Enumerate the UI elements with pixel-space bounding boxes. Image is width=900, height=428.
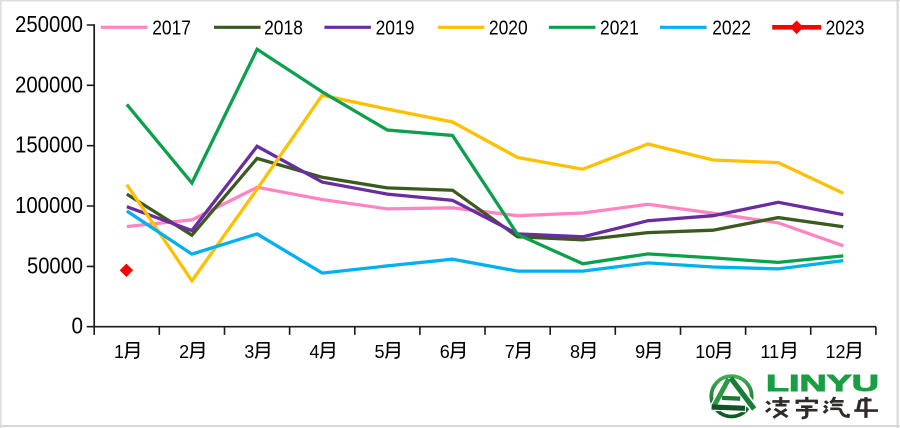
svg-text:250000: 250000 [15,11,83,37]
svg-text:11: 11 [760,342,779,362]
svg-text:2017: 2017 [152,16,191,39]
svg-text:8: 8 [570,342,580,362]
svg-text:1: 1 [114,342,124,362]
svg-text:2018: 2018 [264,16,303,39]
svg-text:2020: 2020 [489,16,528,39]
svg-text:9: 9 [635,342,645,362]
svg-text:3: 3 [244,342,254,362]
svg-text:2022: 2022 [712,16,751,39]
svg-text:2021: 2021 [600,16,639,39]
svg-text:12: 12 [826,342,846,362]
svg-text:100000: 100000 [15,192,83,218]
svg-text:LINYU: LINYU [766,370,879,396]
svg-text:5: 5 [375,342,385,362]
svg-text:2023: 2023 [826,16,865,39]
svg-text:2: 2 [179,342,189,362]
svg-text:150000: 150000 [15,132,83,158]
svg-text:0: 0 [72,313,84,339]
svg-text:200000: 200000 [15,71,83,97]
svg-text:4: 4 [309,342,319,362]
svg-text:7: 7 [505,342,515,362]
svg-text:6: 6 [440,342,450,362]
svg-text:2019: 2019 [376,16,415,39]
svg-text:10: 10 [695,342,715,362]
svg-text:50000: 50000 [27,252,83,278]
